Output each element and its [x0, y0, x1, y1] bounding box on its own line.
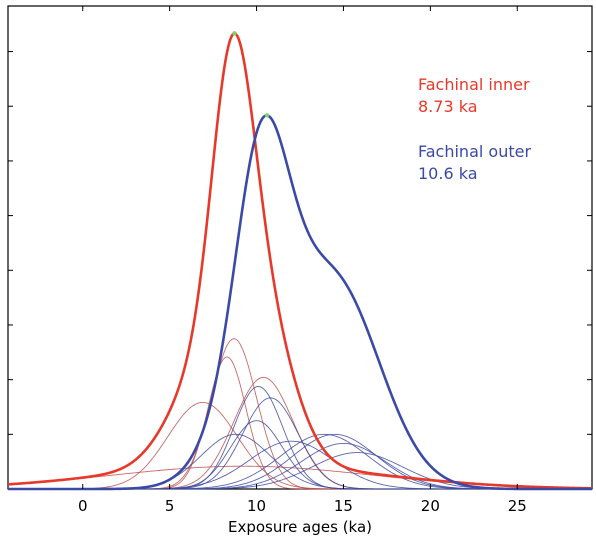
x-tick-label: 0 [78, 497, 88, 515]
legend-outer-name: Fachinal outer [418, 142, 531, 161]
x-axis-ticks: 0 5 10 15 20 25 [78, 6, 527, 515]
inner-age-curve-2 [8, 356, 592, 490]
inner-age-curve-3 [8, 338, 592, 490]
x-tick-label: 15 [334, 497, 353, 515]
outer-age-curve-9 [8, 452, 592, 490]
x-axis-title: Exposure ages (ka) [228, 518, 372, 536]
outer-peak-marker [264, 113, 270, 118]
x-tick-label: 5 [165, 497, 175, 515]
legend-inner-name: Fachinal inner [418, 75, 530, 94]
summary-curves [7, 31, 593, 491]
legend-outer-value: 10.6 ka [418, 164, 478, 183]
inner-peak-marker [232, 31, 237, 36]
x-tick-label: 25 [508, 497, 527, 515]
x-tick-label: 20 [421, 497, 440, 515]
legend: Fachinal inner 8.73 ka Fachinal outer 10… [418, 75, 531, 183]
individual-age-curves [7, 338, 593, 490]
legend-inner-value: 8.73 ka [418, 97, 478, 116]
inner-summary-curve [7, 31, 593, 490]
outer-age-curve-6 [8, 433, 592, 490]
x-tick-label: 10 [247, 497, 266, 515]
y-axis-ticks [8, 51, 592, 435]
outer-summary-curve [8, 114, 592, 491]
